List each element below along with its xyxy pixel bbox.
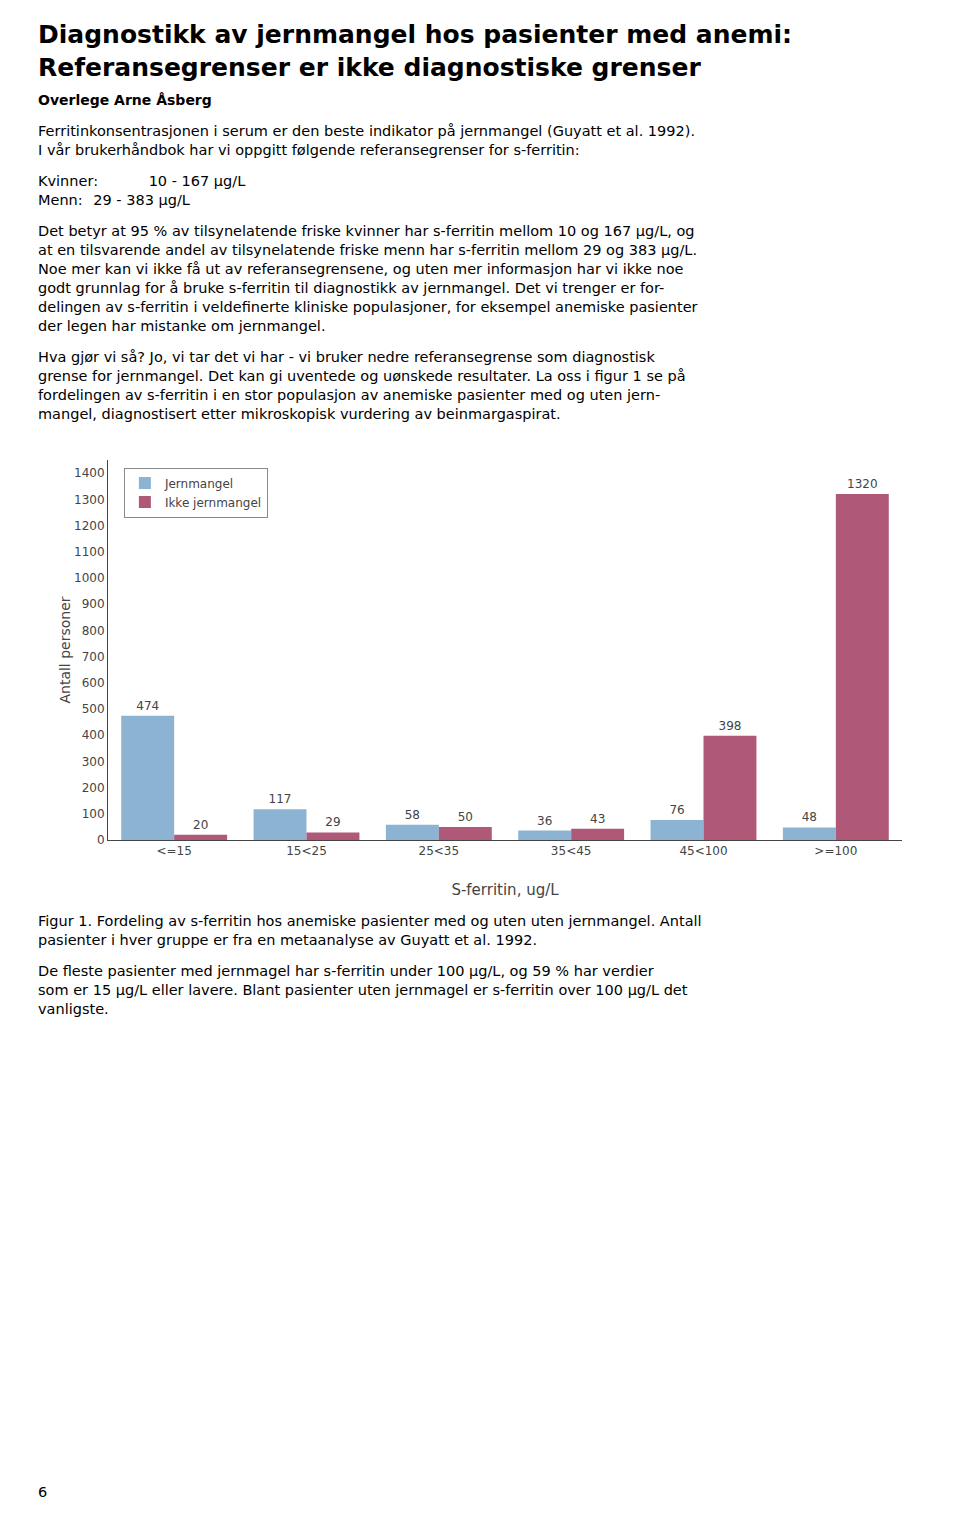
svg-text:48: 48	[802, 810, 817, 824]
svg-text:Ikke jernmangel: Ikke jernmangel	[165, 496, 261, 510]
svg-text:<=15: <=15	[156, 844, 191, 858]
svg-text:50: 50	[458, 810, 473, 824]
svg-text:58: 58	[405, 808, 420, 822]
svg-text:600: 600	[82, 676, 105, 690]
svg-text:S-ferritin, ug/L: S-ferritin, ug/L	[451, 881, 559, 899]
svg-text:Antall personer: Antall personer	[57, 596, 73, 703]
svg-text:700: 700	[82, 650, 105, 664]
svg-text:Jernmangel: Jernmangel	[164, 477, 233, 491]
svg-text:20: 20	[193, 818, 208, 832]
svg-text:0: 0	[97, 833, 105, 847]
html-text:Ferritinkonsentrasjonen i seru: Ferritinkonsentrasjonen i serum er den b…	[38, 123, 695, 158]
svg-text:76: 76	[669, 803, 684, 817]
svg-text:300: 300	[82, 755, 105, 769]
html-text:Diagnostikk av jernmangel hos: Diagnostikk av jernmangel hos pasienter …	[38, 20, 793, 82]
svg-text:500: 500	[82, 702, 105, 716]
svg-text:800: 800	[82, 624, 105, 638]
svg-text:1000: 1000	[74, 571, 105, 585]
html-text:Hva gjør vi så? Jo, vi tar det: Hva gjør vi så? Jo, vi tar det vi har - …	[38, 349, 686, 422]
svg-text:1100: 1100	[74, 545, 105, 559]
svg-text:1300: 1300	[74, 493, 105, 507]
svg-text:1200: 1200	[74, 519, 105, 533]
svg-text:117: 117	[269, 792, 292, 806]
svg-text:398: 398	[719, 719, 742, 733]
html-text:Overlege Arne Åsberg: Overlege Arne Åsberg	[38, 92, 212, 108]
svg-text:45<100: 45<100	[679, 844, 727, 858]
svg-text:>=100: >=100	[814, 844, 857, 858]
svg-text:900: 900	[82, 597, 105, 611]
html-text:De fleste pasienter med jernma: De fleste pasienter med jernmagel har s-…	[38, 963, 688, 1017]
html-text:Figur 1. Fordeling av s-ferrit: Figur 1. Fordeling av s-ferritin hos ane…	[38, 913, 702, 948]
html-text:Kvinner: 10 - 167 µg/L Menn: 2: Kvinner: 10 - 167 µg/L Menn: 29 - 383 µg…	[38, 173, 246, 208]
svg-text:400: 400	[82, 728, 105, 742]
svg-text:1320: 1320	[847, 477, 878, 491]
svg-text:35<45: 35<45	[551, 844, 592, 858]
svg-text:200: 200	[82, 781, 105, 795]
svg-text:100: 100	[82, 807, 105, 821]
svg-text:25<35: 25<35	[419, 844, 460, 858]
svg-text:1400: 1400	[74, 466, 105, 480]
svg-text:15<25: 15<25	[286, 844, 327, 858]
svg-text:29: 29	[325, 815, 340, 829]
svg-text:36: 36	[537, 814, 552, 828]
html-text:Det betyr at 95 % av tilsynela: Det betyr at 95 % av tilsynelatende fris…	[38, 223, 698, 334]
html-text:6: 6	[38, 1484, 48, 1500]
svg-text:474: 474	[136, 699, 159, 713]
svg-text:43: 43	[590, 812, 605, 826]
